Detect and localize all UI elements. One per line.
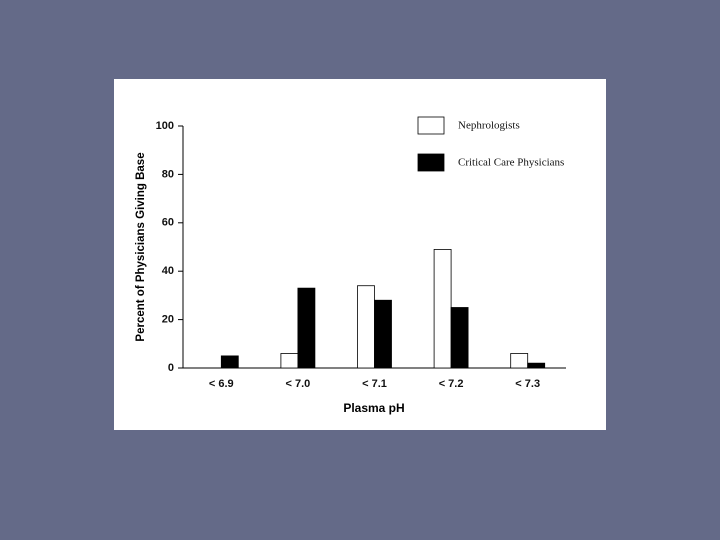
bar — [510, 353, 529, 369]
bar — [280, 353, 299, 369]
y-tick-label: 80 — [162, 168, 174, 180]
bar — [527, 362, 546, 369]
chart-panel — [114, 79, 606, 430]
y-tick-label: 100 — [156, 120, 174, 132]
legend-label: Critical Care Physicians — [458, 157, 564, 169]
y-axis-label: Percent of Physicians Giving Base — [135, 152, 147, 341]
x-tick-label: < 7.3 — [515, 378, 540, 390]
x-tick-label: < 6.9 — [209, 378, 234, 390]
bar — [220, 355, 239, 369]
bar — [357, 285, 375, 369]
chart: 0 20 40 60 80 100 < 6.9 < 7.0 < 7.1 < 7.2 < 7.3 Nep… — [156, 116, 566, 390]
x-axis-label: Plasma pH — [343, 401, 404, 415]
bar — [297, 287, 316, 369]
y-tick-label: 0 — [168, 362, 174, 374]
legend-swatch — [417, 153, 445, 172]
y-tick-label: 20 — [162, 314, 174, 326]
x-tick-label: < 7.1 — [362, 378, 387, 390]
bar — [374, 299, 392, 369]
x-tick-label: < 7.0 — [286, 378, 311, 390]
y-tick-label: 60 — [162, 217, 174, 229]
bar — [450, 307, 469, 369]
legend-label: Nephrologists — [458, 120, 520, 132]
legend-swatch — [417, 116, 445, 135]
bar — [433, 249, 452, 369]
x-tick-label: < 7.2 — [439, 378, 464, 390]
y-tick-label: 40 — [162, 265, 174, 277]
